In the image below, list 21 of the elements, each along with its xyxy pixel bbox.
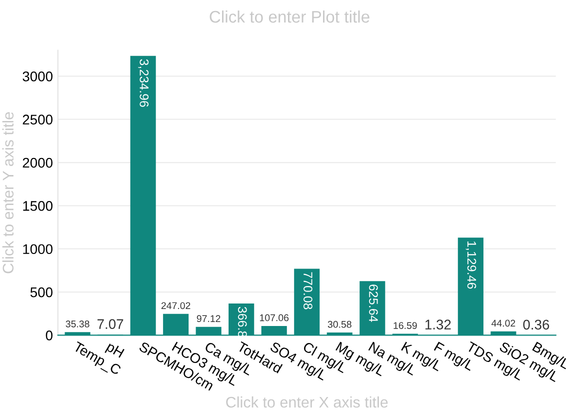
y-tick-label: 0 [46,330,52,340]
data-label: 625.64 [369,284,378,322]
y-tick-label: 2000 [22,158,52,168]
data-label: 3,234.96 [138,59,149,107]
y-tick-label: 3000 [22,72,52,82]
data-label: 1.32 [425,320,451,330]
y-tick-label: 2500 [22,114,52,125]
data-label: 770.08 [304,272,312,310]
data-label: 247.02 [161,302,190,310]
data-label: 1,129.46 [466,241,476,289]
data-label: 35.38 [66,320,90,328]
y-tick-label: 500 [30,287,52,298]
data-label: 0.36 [523,320,550,330]
data-label: 107.06 [260,314,289,322]
y-tick-label: 1500 [23,201,52,211]
data-label: 7.07 [98,319,124,329]
data-label: 44.02 [491,320,516,327]
y-tick-label: 1000 [23,244,52,254]
data-label: 30.58 [328,320,352,328]
data-label: 16.59 [394,322,417,329]
data-label: 97.12 [196,315,220,322]
